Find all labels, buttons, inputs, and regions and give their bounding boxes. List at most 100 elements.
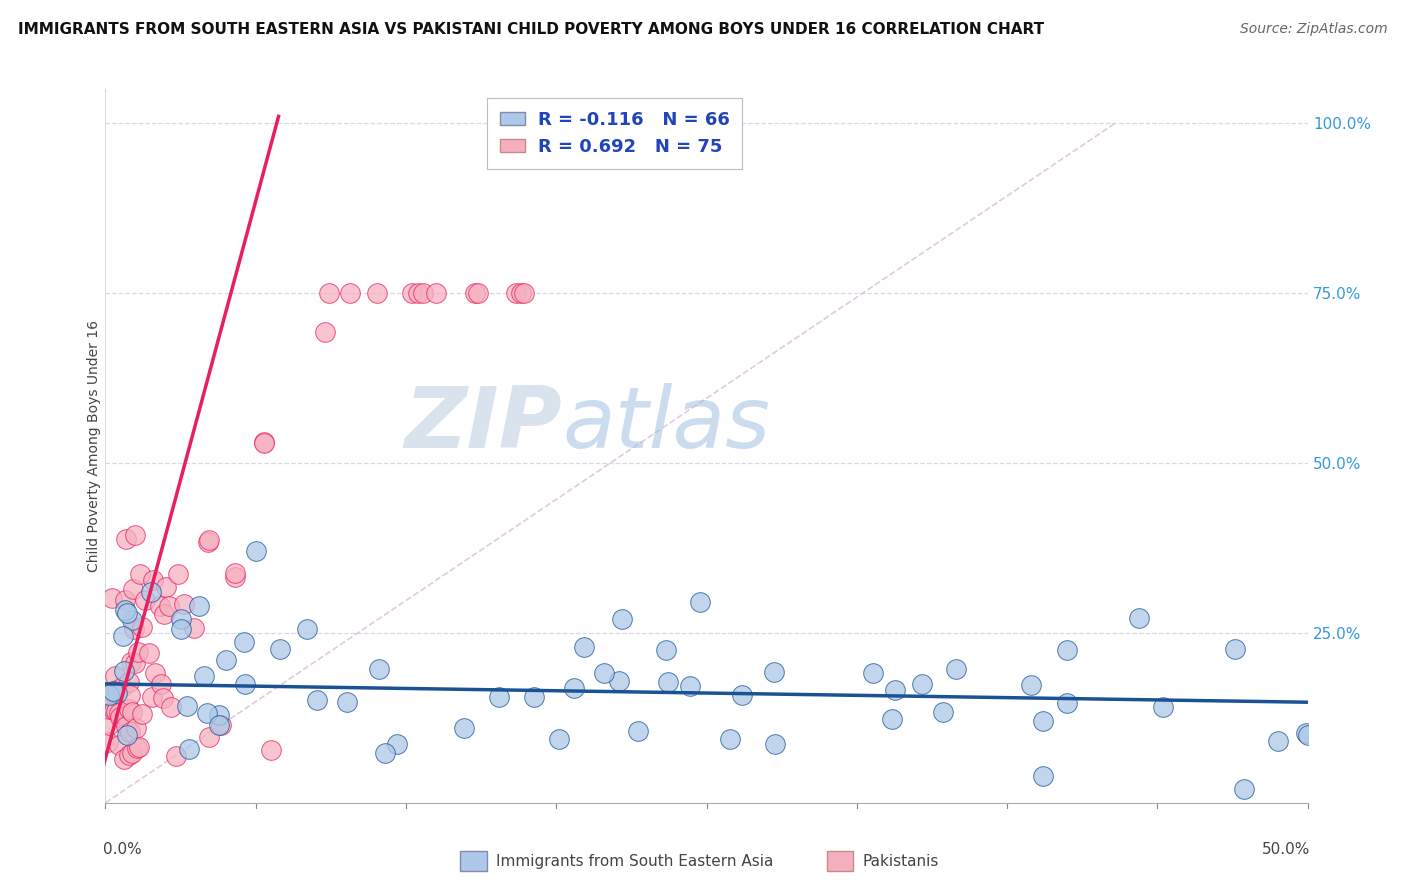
Point (128, 739, 150, 754)
Point (488, 690, 510, 704)
Point (224, 566, 246, 580)
Point (245, 544, 267, 558)
Point (412, 286, 434, 301)
Text: Pakistanis: Pakistanis (863, 854, 939, 869)
FancyBboxPatch shape (460, 851, 486, 871)
Point (112, 665, 135, 679)
Point (763, 665, 786, 679)
Point (464, 286, 486, 301)
Point (453, 721, 475, 735)
Point (215, 653, 238, 667)
Point (117, 607, 139, 621)
Point (97, 687, 120, 701)
Point (121, 706, 143, 720)
Point (138, 646, 160, 660)
FancyBboxPatch shape (827, 851, 853, 871)
Point (945, 662, 967, 676)
Point (1032, 769, 1054, 783)
Point (235, 677, 257, 691)
Point (1233, 782, 1256, 797)
Point (149, 599, 172, 613)
Text: 50.0%: 50.0% (1261, 842, 1310, 857)
Point (122, 622, 145, 636)
Point (763, 737, 786, 751)
Point (198, 730, 221, 744)
Legend: R = -0.116   N = 66, R = 0.692   N = 75: R = -0.116 N = 66, R = 0.692 N = 75 (486, 98, 742, 169)
Point (224, 570, 246, 584)
Point (1296, 728, 1319, 742)
Point (198, 533, 221, 547)
Point (173, 597, 195, 611)
Point (127, 740, 149, 755)
Point (731, 688, 754, 702)
Point (100, 591, 122, 606)
Point (572, 640, 595, 654)
Point (160, 700, 183, 714)
Point (121, 655, 143, 669)
Point (269, 642, 291, 657)
Point (253, 435, 276, 450)
Point (253, 435, 276, 450)
Point (425, 286, 447, 301)
Point (118, 675, 141, 690)
Point (911, 676, 934, 690)
Point (505, 286, 527, 301)
Point (339, 286, 361, 301)
Y-axis label: Child Poverty Among Boys Under 16: Child Poverty Among Boys Under 16 (87, 320, 101, 572)
Point (170, 612, 193, 626)
Point (97, 701, 120, 715)
Point (117, 702, 139, 716)
Point (112, 752, 135, 766)
Point (655, 643, 678, 657)
Point (114, 708, 136, 723)
Point (108, 706, 131, 721)
Point (118, 688, 141, 702)
Point (862, 665, 884, 680)
Point (105, 686, 128, 700)
Point (128, 567, 150, 582)
Point (607, 674, 630, 689)
Point (295, 622, 318, 636)
Point (335, 695, 357, 709)
Point (627, 723, 650, 738)
Text: atlas: atlas (562, 383, 770, 467)
Point (197, 535, 219, 549)
Point (1019, 678, 1042, 692)
Point (1056, 696, 1078, 710)
Point (120, 725, 142, 739)
Point (1225, 642, 1247, 657)
Point (131, 706, 153, 721)
Point (97, 735, 120, 749)
Point (1032, 714, 1054, 728)
Point (314, 325, 336, 339)
Point (374, 746, 396, 760)
Point (657, 674, 679, 689)
Point (884, 682, 907, 697)
Point (142, 573, 165, 587)
Point (153, 607, 176, 621)
Point (131, 619, 153, 633)
Point (167, 566, 190, 581)
Point (97, 718, 120, 732)
Point (108, 709, 131, 723)
Point (165, 749, 187, 764)
Point (117, 747, 139, 762)
Point (105, 683, 128, 698)
Point (111, 629, 134, 643)
Text: IMMIGRANTS FROM SOUTH EASTERN ASIA VS PAKISTANI CHILD POVERTY AMONG BOYS UNDER 1: IMMIGRANTS FROM SOUTH EASTERN ASIA VS PA… (18, 22, 1045, 37)
Point (101, 684, 124, 698)
Point (108, 738, 131, 752)
Point (208, 718, 231, 732)
Point (679, 679, 702, 693)
Point (155, 580, 177, 594)
Point (1128, 611, 1150, 625)
Point (366, 286, 388, 301)
Point (170, 622, 193, 636)
Point (152, 691, 174, 706)
Point (318, 286, 340, 301)
Point (232, 635, 254, 649)
Point (121, 613, 143, 627)
Point (197, 706, 219, 720)
Point (880, 713, 903, 727)
Point (401, 286, 423, 301)
